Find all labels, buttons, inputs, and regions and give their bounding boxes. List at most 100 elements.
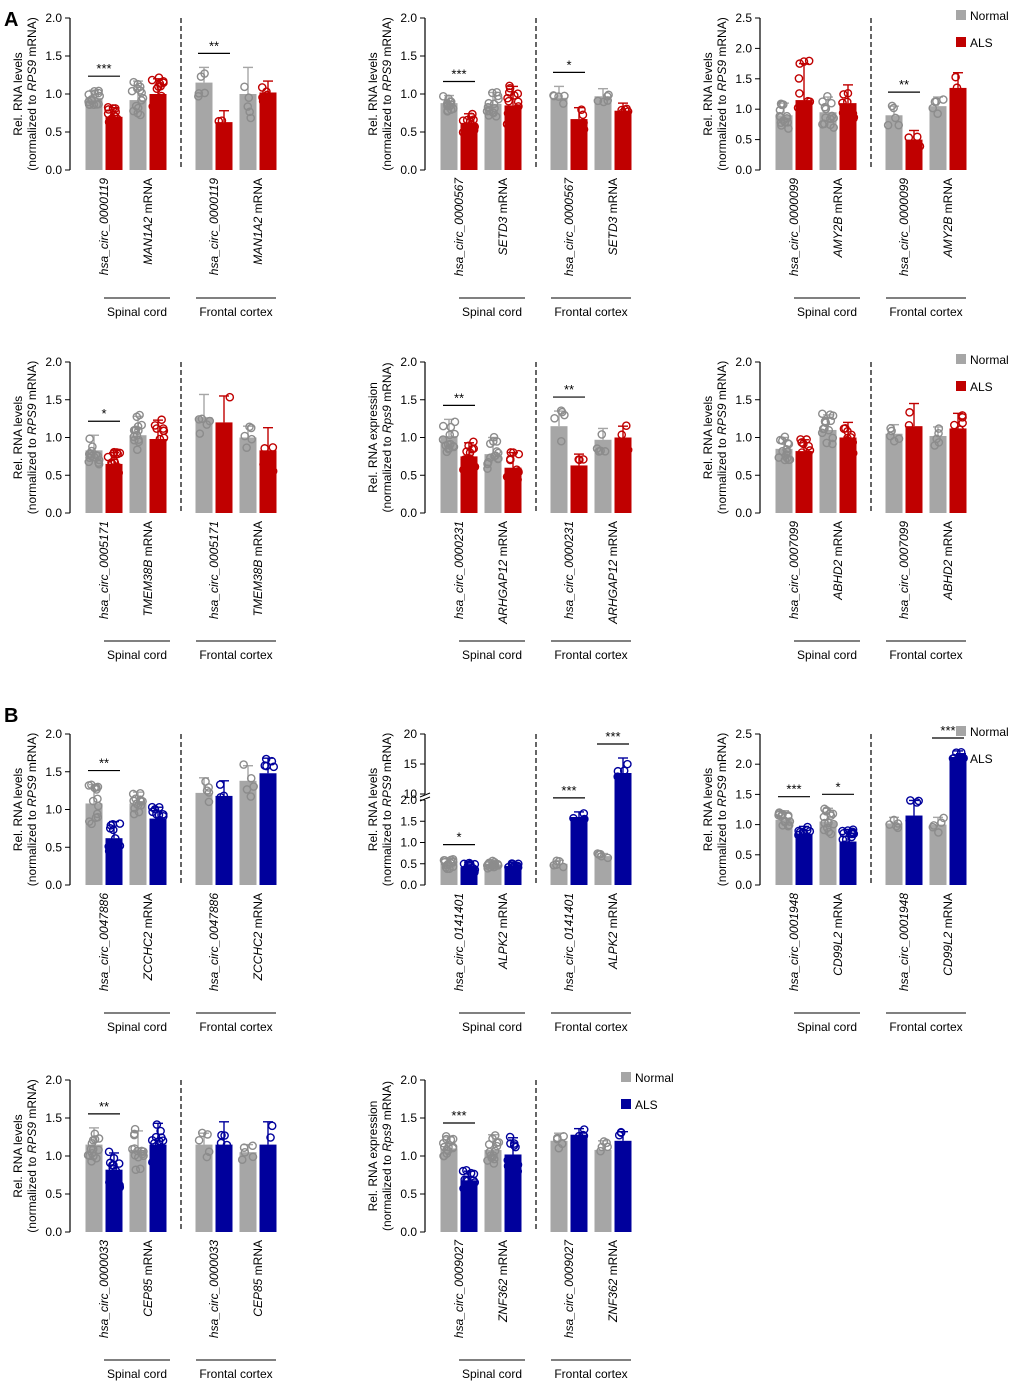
data-point-als (569, 813, 578, 823)
x-tick-label-gene: hsa_circ_0000033 (97, 1240, 111, 1338)
data-point-als (839, 424, 849, 434)
data-point-als (578, 110, 588, 120)
bar-normal (85, 1144, 103, 1232)
data-point-normal (195, 429, 205, 438)
data-point-normal (129, 77, 138, 87)
data-point-normal (603, 91, 612, 101)
x-tick-label-mrna: mRNA (831, 893, 845, 932)
data-point-als (623, 759, 632, 769)
x-tick-label-gene: ABHD2 (831, 559, 845, 600)
data-point-als (804, 56, 814, 66)
y-axis-subtitle-part: mRNA) (715, 361, 729, 404)
y-axis-subtitle-part: RPS9 (25, 775, 39, 807)
data-point-normal (554, 92, 563, 101)
data-point-normal (483, 464, 492, 473)
data-point-als (158, 1136, 168, 1146)
data-point-als (109, 449, 119, 458)
x-tick-label: TMEM38B mRNA (141, 521, 155, 616)
data-point-als (260, 444, 269, 453)
data-point-als (463, 1184, 472, 1194)
y-tick-label: 0.0 (735, 506, 752, 520)
x-tick-label: hsa_circ_0000119 (97, 178, 111, 276)
legend-swatch-normal (956, 726, 966, 736)
data-point-normal (450, 429, 459, 439)
data-point-als (843, 88, 853, 98)
data-point-normal (934, 424, 944, 433)
data-point-normal (829, 819, 838, 829)
bar-als (149, 94, 167, 170)
significance-label: * (835, 779, 840, 794)
legend-label-als: ALS (970, 36, 993, 50)
y-axis-subtitle-part: mRNA) (380, 362, 394, 405)
y-tick-label: 0.0 (400, 1225, 417, 1239)
y-axis-subtitle-part: (normalized to (25, 91, 39, 170)
y-tick-label: 0.0 (45, 878, 62, 892)
x-tick-label-gene: AMY2B (831, 217, 845, 259)
y-tick-label: 1.0 (735, 431, 752, 445)
bar-normal (239, 437, 257, 513)
x-tick-label-gene: SETD3 (496, 216, 510, 255)
x-tick-label-mrna: mRNA (606, 893, 620, 932)
bar-normal (885, 115, 903, 170)
x-tick-label-mrna: mRNA (941, 178, 955, 217)
data-point-als (259, 460, 268, 469)
data-point-normal (135, 82, 145, 92)
x-tick-label-mrna: mRNA (141, 893, 155, 932)
panel-label-a: A (4, 9, 18, 31)
legend-label-als: ALS (970, 752, 993, 766)
y-tick-label: 2.0 (400, 355, 417, 369)
bar-als (259, 1144, 277, 1232)
data-point-normal (604, 90, 613, 100)
y-axis-title-part: Rel. RNA expression (366, 1101, 380, 1212)
y-tick-label: 0.0 (400, 878, 417, 892)
bar-normal (550, 97, 568, 170)
y-axis-subtitle: (normalized to RPS9 mRNA) (715, 17, 729, 170)
data-point-als (805, 446, 815, 455)
y-axis-subtitle-part: mRNA) (25, 733, 39, 776)
y-axis-subtitle-part: (normalized to (25, 1153, 39, 1232)
data-point-normal (828, 433, 838, 443)
data-point-normal (247, 434, 257, 444)
x-tick-label-mrna: mRNA (251, 521, 265, 560)
bar-als (259, 92, 277, 170)
data-point-als (469, 126, 479, 135)
x-tick-label: ALPK2 mRNA (496, 893, 510, 970)
data-point-als (217, 1130, 226, 1140)
y-axis-subtitle-part: RPS9 (25, 1122, 39, 1154)
y-tick-label: 0.5 (400, 857, 417, 871)
y-axis-subtitle: (normalized to RPS9 mRNA) (380, 17, 394, 170)
bar-normal (129, 435, 147, 513)
data-point-als (794, 74, 804, 83)
y-tick-label: 1.0 (45, 431, 62, 445)
region-label-spinal: Spinal cord (797, 1020, 857, 1034)
data-point-normal (246, 792, 256, 801)
data-point-als (841, 841, 851, 851)
x-tick-label: SETD3 mRNA (606, 178, 620, 255)
data-point-als (503, 473, 513, 482)
data-point-normal (820, 804, 829, 814)
data-point-als (155, 434, 165, 444)
y-tick-label: 2.0 (735, 41, 752, 55)
x-tick-label: MAN1A2 mRNA (251, 178, 265, 265)
bar-als (570, 465, 588, 513)
y-tick-label: 2.0 (400, 11, 417, 25)
data-point-als (470, 462, 480, 472)
data-point-als (507, 479, 517, 488)
data-point-als (795, 59, 805, 68)
chart-b2: 0.0 0.5 1.0 1.5 2.010 15 20 Rel. RNA levels (nor… (366, 727, 632, 1034)
data-point-normal (240, 82, 249, 92)
x-tick-label-gene: hsa_circ_0000119 (207, 178, 221, 276)
data-point-normal (894, 120, 904, 130)
data-point-als (580, 814, 589, 824)
data-point-normal (822, 438, 832, 448)
data-point-normal (88, 796, 98, 806)
region-label-frontal: Frontal cortex (199, 1020, 272, 1034)
data-point-normal (204, 797, 214, 807)
data-point-normal (938, 95, 948, 104)
data-point-als (147, 75, 157, 85)
data-point-als (268, 443, 278, 452)
data-point-normal (934, 428, 943, 438)
data-point-als (796, 455, 806, 464)
data-point-normal (135, 1164, 145, 1174)
